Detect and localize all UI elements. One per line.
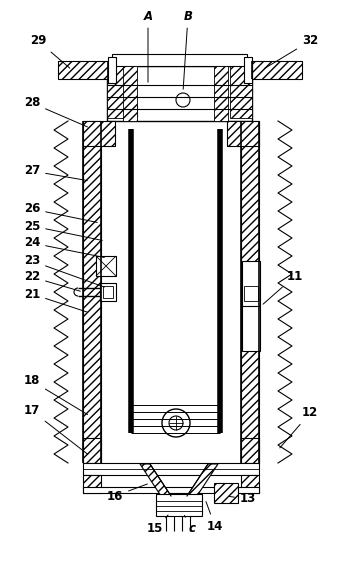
Bar (83, 475, 101, 493)
Text: 26: 26 (24, 203, 97, 223)
Text: 18: 18 (24, 375, 88, 415)
Bar (58, 61, 108, 79)
Text: 14: 14 (206, 501, 223, 533)
Text: 25: 25 (24, 219, 102, 240)
Polygon shape (187, 464, 218, 496)
Text: 12: 12 (280, 407, 318, 448)
Bar (242, 261, 260, 351)
Bar (133, 129, 218, 433)
Bar (230, 66, 252, 118)
Text: 29: 29 (30, 34, 70, 68)
Text: 23: 23 (24, 255, 104, 287)
Circle shape (169, 416, 183, 430)
Bar (83, 463, 259, 475)
Text: 15: 15 (147, 515, 168, 536)
Polygon shape (140, 464, 171, 496)
Bar (83, 121, 115, 146)
Bar (156, 494, 202, 516)
Text: 27: 27 (24, 164, 87, 180)
Bar (103, 286, 113, 298)
Bar (227, 121, 259, 146)
Bar (83, 121, 101, 463)
Bar (96, 256, 116, 276)
Text: 16: 16 (107, 484, 147, 502)
Bar (100, 283, 116, 301)
Bar (107, 66, 129, 118)
Circle shape (162, 409, 190, 437)
Bar (244, 57, 252, 83)
Text: 24: 24 (24, 236, 104, 258)
Text: A: A (143, 10, 153, 82)
Text: 17: 17 (24, 404, 88, 455)
Text: 21: 21 (24, 288, 87, 312)
Bar (125, 105, 137, 117)
Bar (244, 286, 258, 301)
Bar (241, 121, 259, 463)
Text: 11: 11 (263, 270, 303, 304)
Text: 28: 28 (24, 96, 88, 127)
Bar (241, 438, 259, 463)
Text: B: B (183, 10, 193, 89)
Bar (214, 66, 228, 121)
Bar (83, 487, 259, 493)
Bar (83, 438, 101, 463)
Bar (108, 57, 116, 83)
Bar (214, 483, 238, 503)
Text: 13: 13 (229, 493, 256, 505)
Bar (123, 66, 137, 121)
Circle shape (176, 93, 190, 107)
Text: c: c (184, 516, 196, 536)
Bar (241, 475, 259, 493)
Bar (107, 66, 252, 121)
Text: 22: 22 (24, 271, 80, 291)
Bar (112, 54, 247, 66)
Bar (252, 61, 302, 79)
Text: 32: 32 (264, 34, 318, 69)
